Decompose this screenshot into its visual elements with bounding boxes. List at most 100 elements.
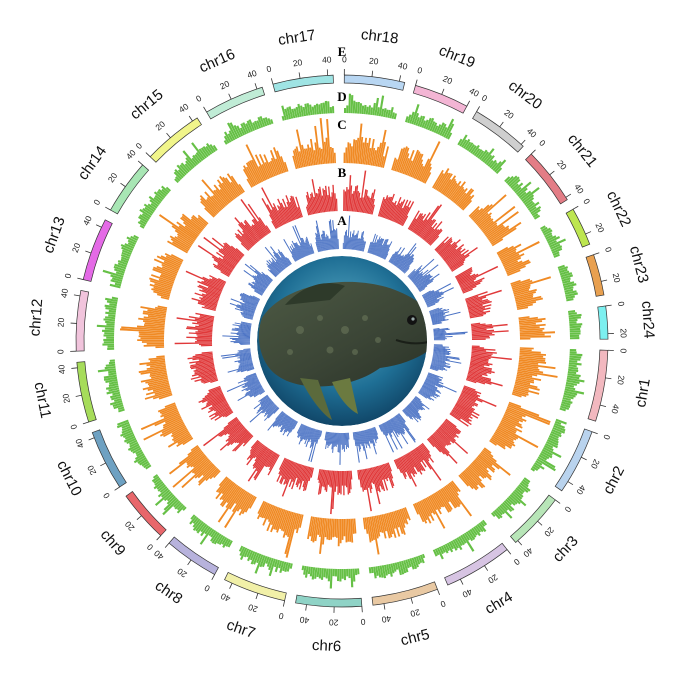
track-b-bar <box>415 212 431 235</box>
track-c-bar <box>410 153 422 178</box>
track-d-bar <box>334 568 338 577</box>
track-c-bar <box>159 275 175 282</box>
track-b-bar <box>325 470 330 492</box>
track-a-bar <box>423 383 442 394</box>
track-a-bar <box>415 274 431 287</box>
track-a-bar <box>433 339 446 341</box>
track-c-bar <box>182 437 194 446</box>
track-a-bar <box>431 360 446 365</box>
track-a-bar <box>268 259 281 273</box>
track-d-bar <box>541 226 548 232</box>
track-a-bar <box>264 406 279 421</box>
track-c-bar <box>198 466 218 486</box>
track-d-bar <box>546 440 558 449</box>
track-b-bar <box>471 328 487 332</box>
track-d-bar <box>139 219 147 225</box>
tick-mark <box>114 486 120 491</box>
track-b-bar <box>381 197 390 218</box>
track-a-bar <box>293 421 298 430</box>
track-d-bar <box>96 324 115 328</box>
track-d-bar <box>348 568 351 579</box>
track-a-bar <box>407 404 422 418</box>
track-a-bar <box>234 327 251 331</box>
track-a-bar <box>254 275 269 287</box>
track-a-bar <box>239 295 259 304</box>
track-c-bar <box>259 502 269 518</box>
track-a-bar <box>430 311 444 317</box>
track-a-bar <box>354 432 360 463</box>
track-b-bar <box>194 318 214 323</box>
track-c-bar <box>517 371 538 377</box>
track-c-bar <box>353 518 357 534</box>
track-c-bar <box>396 510 406 535</box>
track-b-bar <box>470 322 481 326</box>
track-b-bar <box>265 452 276 468</box>
track-a-bar <box>315 220 324 252</box>
track-d-bar <box>147 203 157 211</box>
track-a-bar <box>328 432 332 447</box>
track-b-bar <box>469 312 487 318</box>
track-a-bar <box>394 255 403 266</box>
track-a-bar <box>429 307 443 313</box>
track-a-bar <box>237 375 257 384</box>
track-b-bar <box>450 259 466 270</box>
track-c-bar <box>460 472 478 491</box>
track-c-bar <box>453 188 465 203</box>
track-a-bar <box>253 390 265 398</box>
track-a-bar <box>370 235 378 254</box>
track-a-bar <box>237 304 256 312</box>
track-a-bar <box>344 432 346 446</box>
track-d-bar <box>331 106 335 114</box>
track-d-bar <box>327 101 330 114</box>
track-c-bar <box>380 156 385 168</box>
track-a-bar <box>243 373 257 380</box>
track-a-bar <box>430 366 444 371</box>
track-d-bar <box>297 103 302 117</box>
track-label-e: E <box>338 44 347 59</box>
track-c-bar <box>200 200 216 217</box>
track-c-bar <box>138 331 165 335</box>
track-d-bar <box>211 532 220 544</box>
track-c-bar <box>350 146 353 164</box>
track-a-bar <box>222 335 251 338</box>
track-c-bar <box>333 152 336 164</box>
track-b-bar <box>420 443 432 457</box>
track-c-bar <box>332 518 335 538</box>
track-b-bar <box>434 431 449 446</box>
track-b-bar <box>201 397 226 410</box>
track-d-bar <box>457 138 463 146</box>
track-c-bar <box>401 508 409 525</box>
track-label-a: A <box>337 213 347 228</box>
track-a-bar <box>291 255 296 262</box>
tick-mark <box>437 589 440 596</box>
track-b-bar <box>332 184 336 212</box>
track-d-bar <box>104 365 116 370</box>
track-b-bar <box>457 274 471 283</box>
track-c-bar <box>222 176 238 198</box>
track-a-bar <box>391 417 403 435</box>
track-a-bar <box>244 385 262 396</box>
tick-label: 0 <box>439 598 447 609</box>
track-c <box>119 118 558 558</box>
track-d-bar <box>238 545 244 552</box>
track-d-bar <box>569 321 577 324</box>
track-b-bar <box>319 186 324 213</box>
track-d-bar <box>352 568 356 582</box>
tick-mark <box>229 583 233 589</box>
track-b-bar <box>368 468 373 483</box>
track-c-bar <box>489 439 497 446</box>
track-c-bar <box>242 168 255 187</box>
chromosome-block <box>272 74 334 93</box>
track-c-bar <box>263 503 272 519</box>
track-b-bar <box>382 196 391 218</box>
track-d-bar <box>564 388 585 395</box>
track-b-bar <box>468 369 487 375</box>
track-c-bar <box>507 269 521 277</box>
track-d-bar <box>194 153 202 163</box>
track-b-bar <box>358 469 363 488</box>
track-b-bar <box>374 466 381 487</box>
track-a-bar <box>418 278 434 290</box>
track-b-bar <box>409 451 422 471</box>
